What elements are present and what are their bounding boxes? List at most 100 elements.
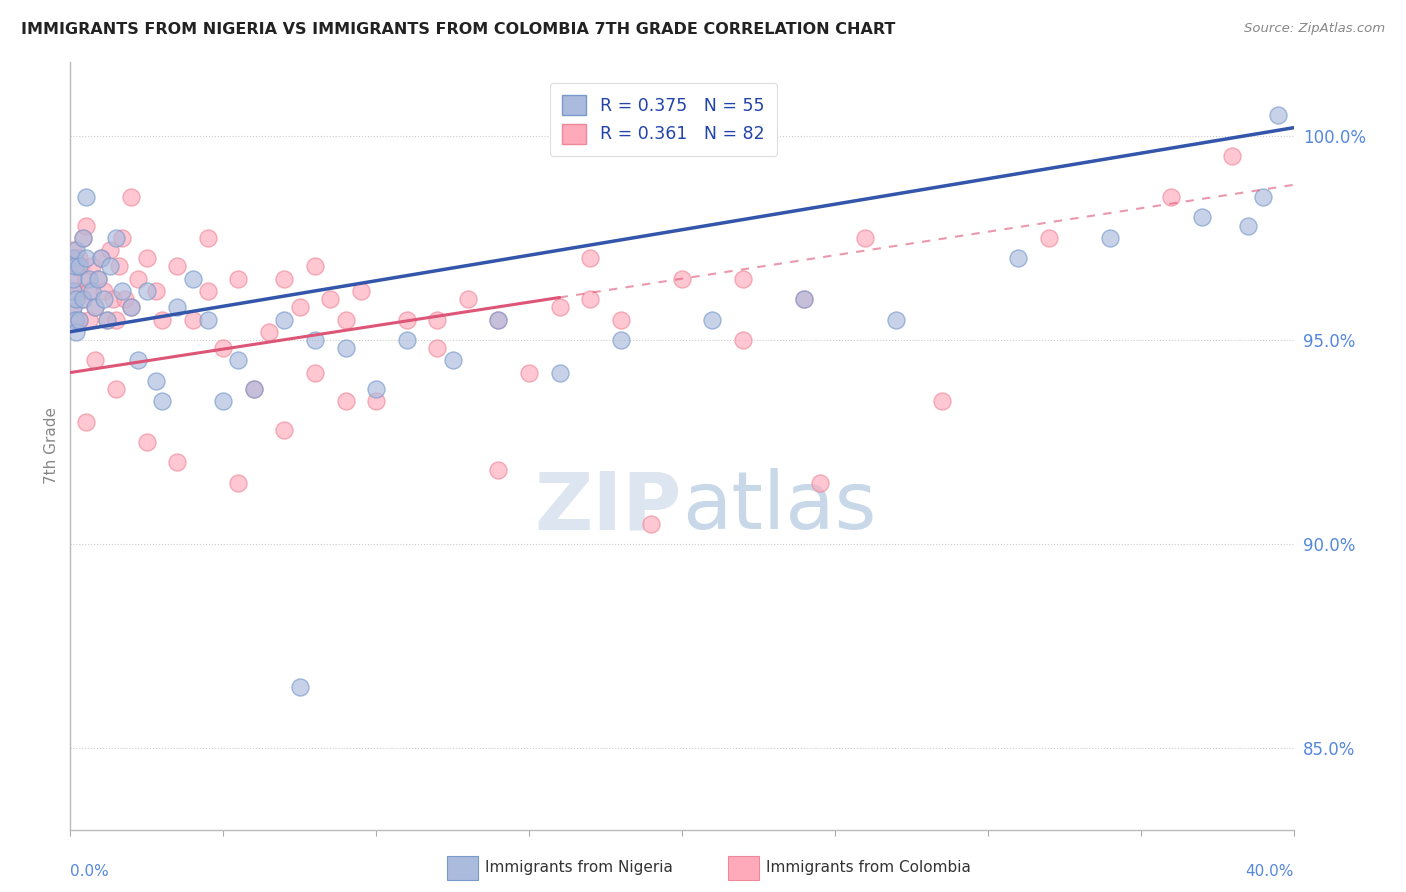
- Point: [731, 333, 754, 347]
- Point: [62, 284, 84, 298]
- Point: [1236, 219, 1258, 233]
- Point: [77, 312, 100, 326]
- Point: [335, 394, 357, 409]
- Point: [228, 353, 250, 368]
- Point: [90, 252, 112, 266]
- Point: [488, 312, 510, 326]
- Point: [127, 353, 149, 368]
- Point: [212, 341, 235, 355]
- Point: [150, 312, 173, 326]
- Bar: [728, 856, 759, 880]
- Point: [87, 271, 110, 285]
- Bar: [447, 856, 478, 880]
- Point: [65, 260, 87, 274]
- Point: [304, 366, 326, 380]
- Point: [121, 190, 143, 204]
- Point: [72, 292, 94, 306]
- Point: [579, 252, 602, 266]
- Point: [62, 284, 84, 298]
- Point: [702, 312, 724, 326]
- Point: [62, 271, 84, 285]
- Point: [98, 243, 121, 257]
- Point: [488, 463, 510, 477]
- Point: [319, 292, 342, 306]
- Point: [145, 374, 167, 388]
- Point: [884, 312, 907, 326]
- Point: [181, 271, 204, 285]
- Point: [69, 252, 91, 266]
- Point: [273, 271, 295, 285]
- Point: [855, 231, 877, 245]
- Point: [135, 434, 157, 449]
- Point: [62, 271, 84, 285]
- Point: [80, 284, 103, 298]
- Point: [127, 271, 149, 285]
- Point: [395, 333, 418, 347]
- Point: [114, 292, 136, 306]
- Point: [105, 382, 128, 396]
- Point: [671, 271, 693, 285]
- Point: [304, 260, 326, 274]
- Point: [75, 219, 97, 233]
- Point: [111, 284, 134, 298]
- Point: [69, 312, 91, 326]
- Point: [69, 312, 91, 326]
- Point: [72, 231, 94, 245]
- Point: [1160, 190, 1182, 204]
- Point: [228, 475, 250, 490]
- Point: [1038, 231, 1060, 245]
- Point: [931, 394, 953, 409]
- Point: [121, 300, 143, 314]
- Point: [121, 300, 143, 314]
- Point: [62, 243, 84, 257]
- Point: [197, 312, 219, 326]
- Point: [77, 284, 100, 298]
- Point: [75, 415, 97, 429]
- Point: [105, 231, 128, 245]
- Point: [75, 252, 97, 266]
- Point: [731, 271, 754, 285]
- Point: [66, 284, 89, 298]
- Text: Immigrants from Colombia: Immigrants from Colombia: [766, 861, 972, 875]
- Point: [83, 353, 105, 368]
- Point: [1220, 149, 1243, 163]
- Point: [579, 292, 602, 306]
- Point: [793, 292, 815, 306]
- Point: [98, 260, 121, 274]
- Point: [640, 516, 662, 531]
- Point: [1267, 108, 1289, 122]
- Point: [72, 292, 94, 306]
- Point: [457, 292, 479, 306]
- Text: IMMIGRANTS FROM NIGERIA VS IMMIGRANTS FROM COLOMBIA 7TH GRADE CORRELATION CHART: IMMIGRANTS FROM NIGERIA VS IMMIGRANTS FR…: [21, 22, 896, 37]
- Point: [87, 271, 110, 285]
- Point: [63, 292, 86, 306]
- Point: [441, 353, 464, 368]
- Point: [65, 292, 87, 306]
- Point: [108, 260, 131, 274]
- Point: [350, 284, 373, 298]
- Point: [105, 312, 128, 326]
- Point: [166, 260, 188, 274]
- Point: [181, 312, 204, 326]
- Point: [793, 292, 815, 306]
- Point: [257, 325, 280, 339]
- Point: [135, 252, 157, 266]
- Point: [243, 382, 266, 396]
- Point: [1007, 252, 1029, 266]
- Point: [366, 394, 388, 409]
- Point: [65, 312, 87, 326]
- Point: [93, 284, 115, 298]
- Point: [548, 366, 571, 380]
- Point: [1251, 190, 1274, 204]
- Point: [304, 333, 326, 347]
- Point: [243, 382, 266, 396]
- Text: Source: ZipAtlas.com: Source: ZipAtlas.com: [1244, 22, 1385, 36]
- Point: [166, 455, 188, 469]
- Point: [426, 312, 449, 326]
- Point: [1099, 231, 1122, 245]
- Point: [83, 300, 105, 314]
- Text: ZIP: ZIP: [534, 468, 682, 547]
- Text: 0.0%: 0.0%: [70, 864, 110, 880]
- Point: [96, 312, 118, 326]
- Point: [65, 243, 87, 257]
